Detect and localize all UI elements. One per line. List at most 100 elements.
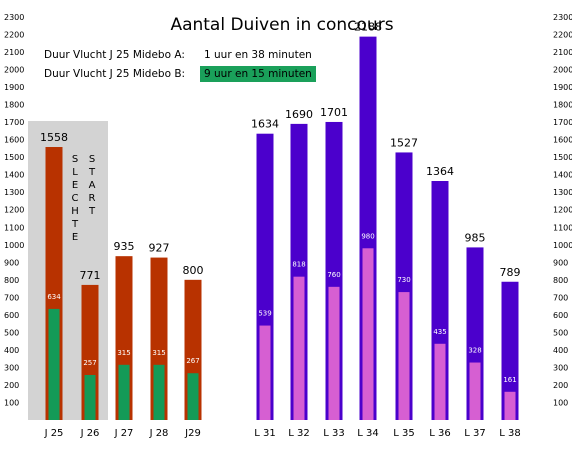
y-tick-right: 1400 [553,171,572,180]
x-tick-label: L 36 [429,428,450,439]
x-tick-label: L 38 [499,428,520,439]
bar-sub [153,364,165,420]
label-total: 1634 [251,118,279,131]
label-sub: 257 [83,359,96,367]
y-tick-right: 1300 [553,188,572,197]
y-tick-left: 2000 [4,66,24,75]
y-tick-left: 700 [4,293,19,302]
annotation-letter: R [89,193,96,204]
y-tick-right: 1700 [553,118,572,127]
label-sub: 435 [433,328,446,336]
x-tick-label: L 37 [464,428,485,439]
label-total: 927 [149,242,170,255]
annotation-letter: S [89,154,95,165]
x-axis-labels: J 25 J 26 J 27 J 28 J29 L 31 L 32 L 33 L 34 L 35 L… [44,428,521,439]
x-tick-label: L 34 [357,428,378,439]
annotation-letter: H [71,206,79,217]
label-total: 789 [500,266,521,279]
bar-sub [469,362,481,420]
info-line-b: Duur Vlucht J 25 Midebo B: 9 uur en 15 m… [44,66,316,82]
annotation-letter: E [72,180,78,191]
x-tick-label: J 25 [44,428,64,439]
y-tick-left: 600 [4,311,19,320]
bar-sub [434,343,446,420]
bar-sub [187,373,199,420]
y-tick-left: 900 [4,258,19,267]
x-tick-label: L 31 [254,428,275,439]
y-tick-left: 1300 [4,188,24,197]
info-label-b: Duur Vlucht J 25 Midebo B: [44,68,186,80]
y-tick-right: 2100 [553,48,572,57]
x-tick-label: L 33 [323,428,344,439]
annotation-letter: T [88,167,96,178]
label-total: 985 [465,231,486,244]
y-tick-left: 2200 [4,31,24,40]
y-tick-left: 200 [4,381,19,390]
bar-sub [362,248,374,420]
y-tick-right: 2200 [553,31,572,40]
y-tick-right: 1100 [553,223,572,232]
bar-sub [48,308,60,420]
bar-sub [398,292,410,420]
x-tick-label: L 35 [393,428,414,439]
y-axis-left: 100 200 300 400 500 600 700 800 900 1000 1100 1200 1… [4,13,24,407]
label-sub: 267 [186,357,199,365]
label-total: 771 [80,269,101,282]
bars [45,36,519,421]
y-tick-left: 1500 [4,153,24,162]
y-axis-right: 100 200 300 400 500 600 700 800 900 1000 1100 1200 1… [553,13,572,407]
y-tick-left: 400 [4,346,19,355]
label-sub: 539 [258,310,271,318]
bar-sub [504,391,516,420]
label-total: 1364 [426,165,454,178]
bar-sub [84,374,96,420]
info-line-a: Duur Vlucht J 25 Midebo A: 1 uur en 38 m… [44,49,312,61]
label-sub: 980 [361,232,374,240]
label-sub: 760 [327,271,340,279]
y-tick-left: 100 [4,398,19,407]
y-tick-left: 1100 [4,223,24,232]
bar-sub [293,276,305,420]
x-tick-label: J 27 [114,428,134,439]
y-tick-right: 1200 [553,206,572,215]
y-tick-right: 600 [553,311,568,320]
y-tick-right: 1900 [553,83,572,92]
label-sub: 315 [152,349,165,357]
y-tick-left: 300 [4,363,19,372]
y-tick-right: 300 [553,363,568,372]
label-sub: 634 [47,293,61,301]
y-tick-left: 800 [4,276,19,285]
info-value-a: 1 uur en 38 minuten [204,49,312,61]
label-sub: 328 [468,347,481,355]
y-tick-right: 400 [553,346,568,355]
y-tick-right: 2300 [553,13,572,22]
y-tick-left: 1000 [4,241,24,250]
label-sub: 818 [292,261,305,269]
y-tick-right: 900 [553,258,568,267]
y-tick-left: 1700 [4,118,24,127]
label-total: 1690 [285,108,313,121]
y-tick-right: 1500 [553,153,572,162]
bar-sub [118,364,130,420]
x-tick-label: L 32 [288,428,309,439]
y-tick-right: 1000 [553,241,572,250]
x-tick-label: J 28 [149,428,169,439]
y-tick-left: 500 [4,328,19,337]
label-total: 1558 [40,131,68,144]
info-label-a: Duur Vlucht J 25 Midebo A: [44,49,185,61]
y-tick-right: 1800 [553,101,572,110]
x-tick-label: J 26 [80,428,100,439]
label-total: 1701 [320,106,348,119]
y-tick-right: 500 [553,328,568,337]
y-tick-left: 2300 [4,13,24,22]
annotation-letter: L [72,167,78,178]
y-tick-left: 2100 [4,48,24,57]
bar-sub [328,286,340,420]
value-labels: 1558 634 771 257 935 315 927 315 800 267 1634 539 16… [40,21,521,384]
y-tick-left: 1200 [4,206,24,215]
annotation-letter: E [72,232,78,243]
y-tick-left: 1400 [4,171,24,180]
chart-title: Aantal Duiven in concours [170,15,393,35]
